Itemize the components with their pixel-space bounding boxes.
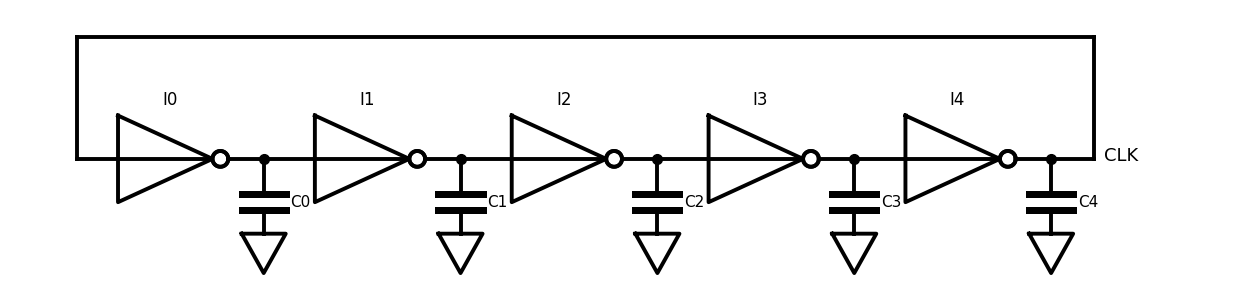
Circle shape bbox=[409, 151, 425, 167]
Text: I0: I0 bbox=[162, 91, 177, 109]
Text: CLK: CLK bbox=[1104, 147, 1138, 165]
Text: C0: C0 bbox=[290, 195, 311, 210]
Text: C4: C4 bbox=[1078, 195, 1099, 210]
Text: C2: C2 bbox=[684, 195, 704, 210]
Circle shape bbox=[999, 151, 1016, 167]
Text: C1: C1 bbox=[487, 195, 507, 210]
Circle shape bbox=[212, 151, 228, 167]
Text: C3: C3 bbox=[882, 195, 901, 210]
Text: I1: I1 bbox=[360, 91, 374, 109]
Circle shape bbox=[606, 151, 622, 167]
Circle shape bbox=[804, 151, 818, 167]
Text: I3: I3 bbox=[753, 91, 769, 109]
Text: I4: I4 bbox=[950, 91, 965, 109]
Text: I2: I2 bbox=[556, 91, 572, 109]
